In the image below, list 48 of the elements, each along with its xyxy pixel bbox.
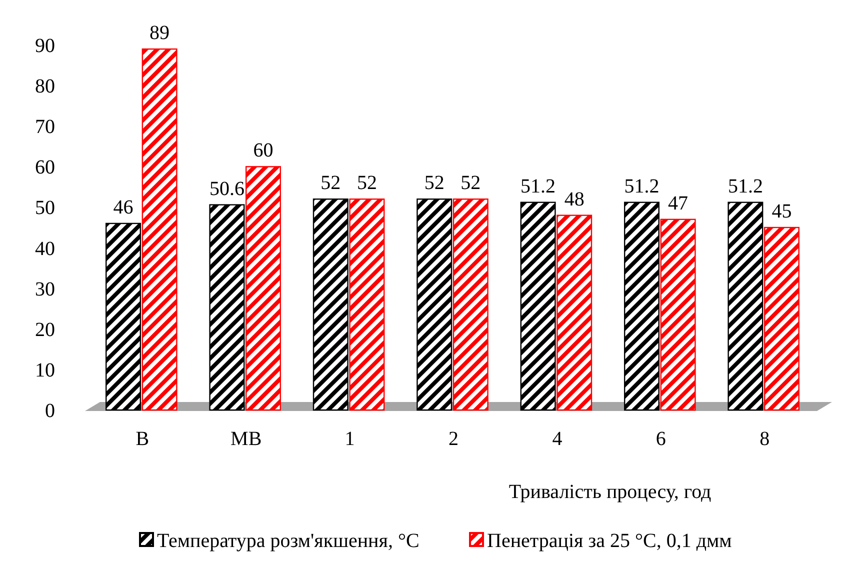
bar <box>246 166 281 411</box>
bar <box>764 226 800 411</box>
bar <box>660 218 696 411</box>
y-tick-label: 40 <box>35 238 55 260</box>
legend-label: Температура розм'якшення, °С <box>157 530 420 552</box>
data-label: 52 <box>356 172 377 194</box>
x-tick-label: 4 <box>552 428 562 450</box>
data-label: 47 <box>668 192 688 214</box>
data-label: 52 <box>424 172 444 194</box>
y-tick-label: 50 <box>35 197 55 220</box>
data-label: 46 <box>113 196 134 218</box>
data-label: 51.2 <box>520 175 556 198</box>
bar <box>416 198 452 411</box>
data-label: 60 <box>253 140 274 162</box>
bar <box>452 198 488 411</box>
x-tick-label: 6 <box>656 428 666 450</box>
bar <box>624 202 660 411</box>
data-label: 51.2 <box>624 175 660 198</box>
bar <box>728 202 764 411</box>
bar <box>312 198 348 411</box>
bar <box>349 198 385 411</box>
data-label: 52 <box>460 172 481 194</box>
data-label: 50.6 <box>209 178 244 200</box>
bar <box>556 214 592 411</box>
y-tick-label: 30 <box>35 278 55 300</box>
data-label: 48 <box>564 188 584 210</box>
y-tick-label: 70 <box>35 116 55 138</box>
x-tick-label: B <box>136 428 150 450</box>
y-tick-label: 10 <box>35 359 55 382</box>
bar <box>520 202 556 411</box>
bar <box>209 204 245 411</box>
data-label: 52 <box>320 172 341 194</box>
y-tick-label: 80 <box>35 76 55 98</box>
x-tick-label: MB <box>230 428 262 450</box>
y-tick-label: 90 <box>35 35 55 57</box>
x-tick-label: 8 <box>760 428 770 450</box>
data-label: 89 <box>150 22 170 44</box>
x-tick-label: 2 <box>448 428 458 450</box>
data-label: 45 <box>772 200 792 222</box>
bar <box>142 48 178 411</box>
y-tick-label: 0 <box>45 400 55 422</box>
y-tick-label: 60 <box>35 156 55 179</box>
x-tick-label: 1 <box>344 428 355 450</box>
y-tick-label: 20 <box>35 318 55 341</box>
legend-label: Пенетрація за 25 °С, 0,1 дмм <box>487 530 732 552</box>
x-axis-title: Тривалість процесу, год <box>508 481 712 503</box>
data-label: 51.2 <box>728 175 763 198</box>
bar <box>106 222 142 411</box>
